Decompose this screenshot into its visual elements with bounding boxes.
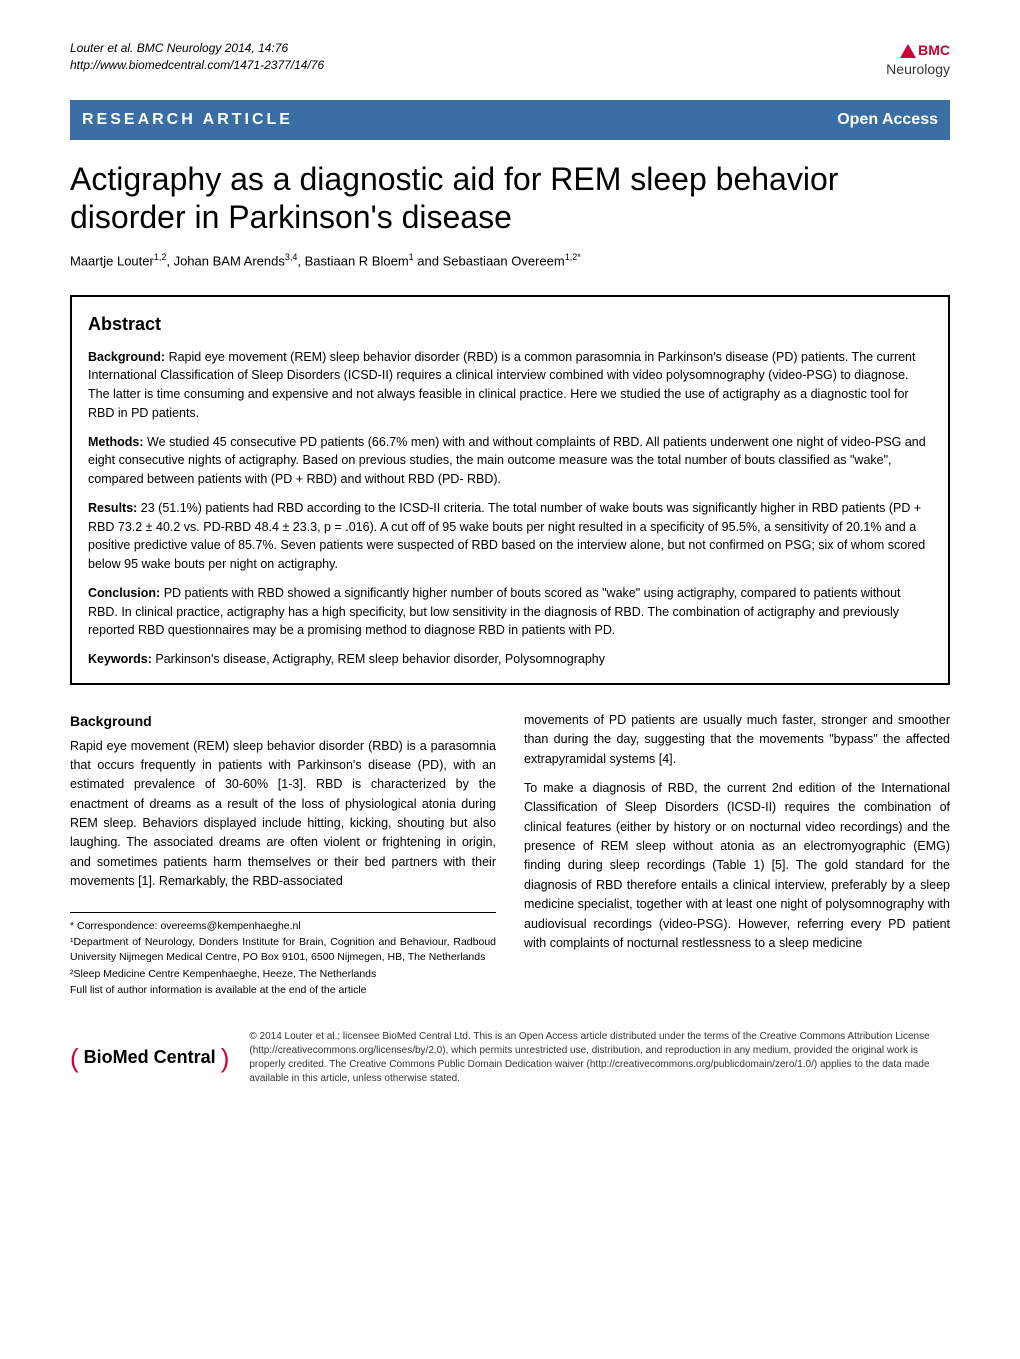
right-column: movements of PD patients are usually muc… bbox=[524, 711, 950, 1000]
biomed-central-logo: BioMed Central bbox=[70, 1040, 229, 1076]
correspondence-line: * Correspondence: overeems@kempenhaeghe.… bbox=[70, 919, 496, 934]
article-type-label: RESEARCH ARTICLE bbox=[82, 108, 293, 132]
author-2-affil: 3,4 bbox=[285, 252, 298, 262]
abstract-results: Results: 23 (51.1%) patients had RBD acc… bbox=[88, 499, 932, 574]
abstract-methods: Methods: We studied 45 consecutive PD pa… bbox=[88, 433, 932, 489]
citation-block: Louter et al. BMC Neurology 2014, 14:76 … bbox=[70, 40, 324, 74]
abstract-methods-text: We studied 45 consecutive PD patients (6… bbox=[88, 435, 926, 487]
article-type-banner: RESEARCH ARTICLE Open Access bbox=[70, 100, 950, 140]
affiliation-2: ²Sleep Medicine Centre Kempenhaeghe, Hee… bbox=[70, 967, 496, 982]
abstract-background: Background: Rapid eye movement (REM) sle… bbox=[88, 348, 932, 423]
abstract-methods-label: Methods: bbox=[88, 435, 144, 449]
logo-box: BMC Neurology bbox=[886, 40, 950, 80]
abstract-background-text: Rapid eye movement (REM) sleep behavior … bbox=[88, 350, 915, 420]
abstract-keywords-text: Parkinson's disease, Actigraphy, REM sle… bbox=[152, 652, 605, 666]
abstract-conclusion: Conclusion: PD patients with RBD showed … bbox=[88, 584, 932, 640]
abstract-keywords: Keywords: Parkinson's disease, Actigraph… bbox=[88, 650, 932, 669]
background-heading: Background bbox=[70, 711, 496, 733]
journal-logo: BMC Neurology bbox=[886, 40, 950, 80]
header-top: Louter et al. BMC Neurology 2014, 14:76 … bbox=[70, 40, 950, 80]
page-footer: BioMed Central © 2014 Louter et al.; lic… bbox=[70, 1030, 950, 1086]
author-3: , Bastiaan R Bloem bbox=[297, 253, 408, 268]
citation-line1: Louter et al. BMC Neurology 2014, 14:76 bbox=[70, 40, 324, 57]
author-4-affil: 1,2* bbox=[565, 252, 581, 262]
abstract-results-text: 23 (51.1%) patients had RBD according to… bbox=[88, 501, 925, 571]
affiliation-1: ¹Department of Neurology, Donders Instit… bbox=[70, 935, 496, 964]
logo-sub-text: Neurology bbox=[886, 59, 950, 80]
logo-bmc-text: BMC bbox=[886, 40, 950, 61]
abstract-keywords-label: Keywords: bbox=[88, 652, 152, 666]
article-title: Actigraphy as a diagnostic aid for REM s… bbox=[70, 160, 950, 237]
open-access-label: Open Access bbox=[837, 108, 938, 132]
body-right-p2: To make a diagnosis of RBD, the current … bbox=[524, 779, 950, 953]
abstract-conclusion-label: Conclusion: bbox=[88, 586, 160, 600]
author-2: , Johan BAM Arends bbox=[166, 253, 285, 268]
footnotes-block: * Correspondence: overeems@kempenhaeghe.… bbox=[70, 912, 496, 998]
abstract-box: Abstract Background: Rapid eye movement … bbox=[70, 295, 950, 685]
author-1-affil: 1,2 bbox=[154, 252, 167, 262]
full-author-list-note: Full list of author information is avail… bbox=[70, 983, 496, 998]
body-right-p1: movements of PD patients are usually muc… bbox=[524, 711, 950, 769]
license-text: © 2014 Louter et al.; licensee BioMed Ce… bbox=[249, 1030, 950, 1086]
abstract-results-label: Results: bbox=[88, 501, 137, 515]
author-4: and Sebastiaan Overeem bbox=[414, 253, 565, 268]
abstract-heading: Abstract bbox=[88, 311, 932, 338]
author-list: Maartje Louter1,2, Johan BAM Arends3,4, … bbox=[70, 251, 950, 271]
abstract-background-label: Background: bbox=[88, 350, 165, 364]
citation-url: http://www.biomedcentral.com/1471-2377/1… bbox=[70, 57, 324, 74]
abstract-conclusion-text: PD patients with RBD showed a significan… bbox=[88, 586, 901, 638]
body-columns: Background Rapid eye movement (REM) slee… bbox=[70, 711, 950, 1000]
left-column: Background Rapid eye movement (REM) slee… bbox=[70, 711, 496, 1000]
author-1: Maartje Louter bbox=[70, 253, 154, 268]
body-left-p1: Rapid eye movement (REM) sleep behavior … bbox=[70, 737, 496, 892]
